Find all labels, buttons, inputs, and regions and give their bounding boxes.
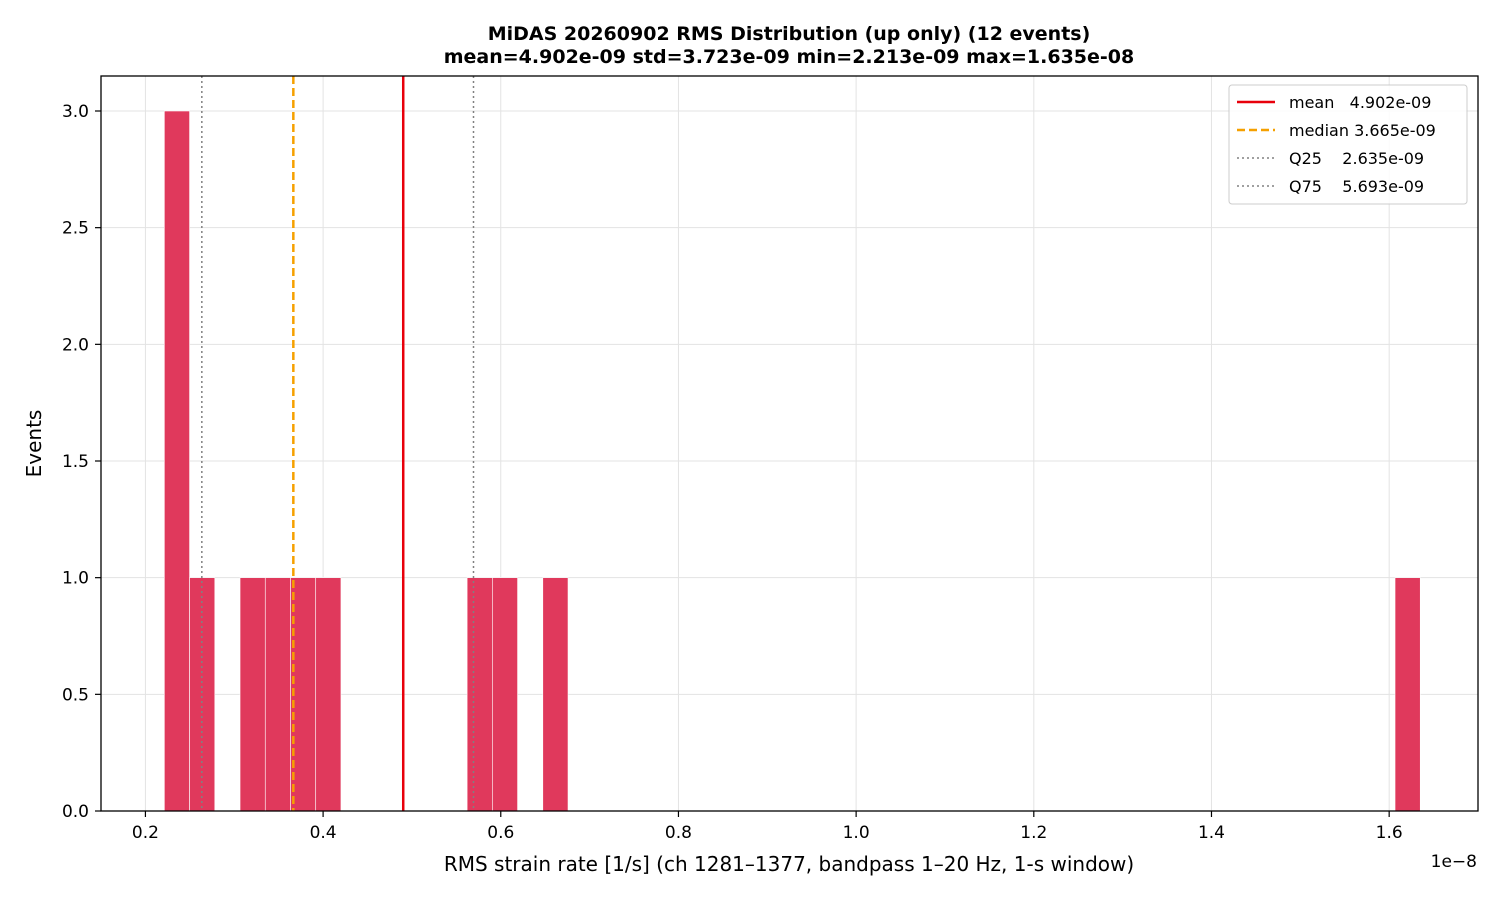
chart-title-line-1: MiDAS 20260902 RMS Distribution (up only… [488,23,1091,45]
x-tick-label-6: 1.4 [1198,823,1225,843]
histogram-bar-0 [164,110,190,812]
x-axis-ticks: 0.2 0.4 0.6 0.8 1.0 1.2 1.4 1.6 [132,811,1403,843]
x-tick-label-0: 0.2 [132,823,159,843]
x-tick-label-2: 0.6 [487,823,514,843]
histogram-bar-9 [1394,577,1421,812]
histogram-bar-6 [466,577,493,812]
reference-lines [201,76,475,811]
y-tick-label-2: 1.0 [62,569,89,589]
y-tick-label-6: 3.0 [62,102,89,122]
x-tick-label-5: 1.2 [1020,823,1047,843]
y-tick-label-1: 0.5 [62,685,89,705]
y-tick-label-4: 2.0 [62,335,89,355]
legend-label-q75: Q75 5.693e-09 [1289,177,1424,196]
legend-box [1228,84,1468,205]
y-axis-label: Events [22,410,46,478]
histogram-bar-5 [315,577,342,812]
histogram-bars [164,110,1421,812]
y-tick-label-5: 2.5 [62,219,89,239]
x-tick-label-7: 1.6 [1376,823,1403,843]
histogram-bar-7 [492,577,518,812]
y-tick-label-0: 0.0 [62,802,89,822]
y-tick-label-3: 1.5 [62,452,89,472]
histogram-bar-8 [542,577,569,812]
x-tick-label-3: 0.8 [665,823,692,843]
legend: mean 4.902e-09 median 3.665e-09 Q25 2.635e… [1228,84,1468,205]
legend-label-median: median 3.665e-09 [1289,121,1436,140]
legend-label-mean: mean 4.902e-09 [1289,93,1431,112]
legend-label-q25: Q25 2.635e-09 [1289,149,1424,168]
x-tick-label-4: 1.0 [843,823,870,843]
x-tick-label-1: 0.4 [310,823,337,843]
histogram-bar-2 [239,577,266,812]
chart-title-line-2: mean=4.902e-09 std=3.723e-09 min=2.213e-… [444,46,1135,68]
histogram-bar-3 [264,577,291,812]
x-axis-label: RMS strain rate [1/s] (ch 1281–1377, ban… [444,852,1134,876]
y-axis-ticks: 0.0 0.5 1.0 1.5 2.0 2.5 3.0 [62,102,101,822]
plot-frame [100,75,1479,812]
x-axis-offset-label: 1e−8 [1431,852,1477,872]
